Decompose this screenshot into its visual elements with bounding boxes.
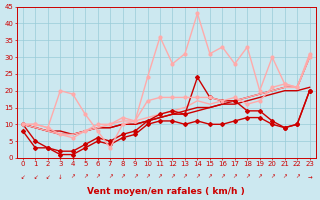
X-axis label: Vent moyen/en rafales ( km/h ): Vent moyen/en rafales ( km/h ) bbox=[87, 187, 245, 196]
